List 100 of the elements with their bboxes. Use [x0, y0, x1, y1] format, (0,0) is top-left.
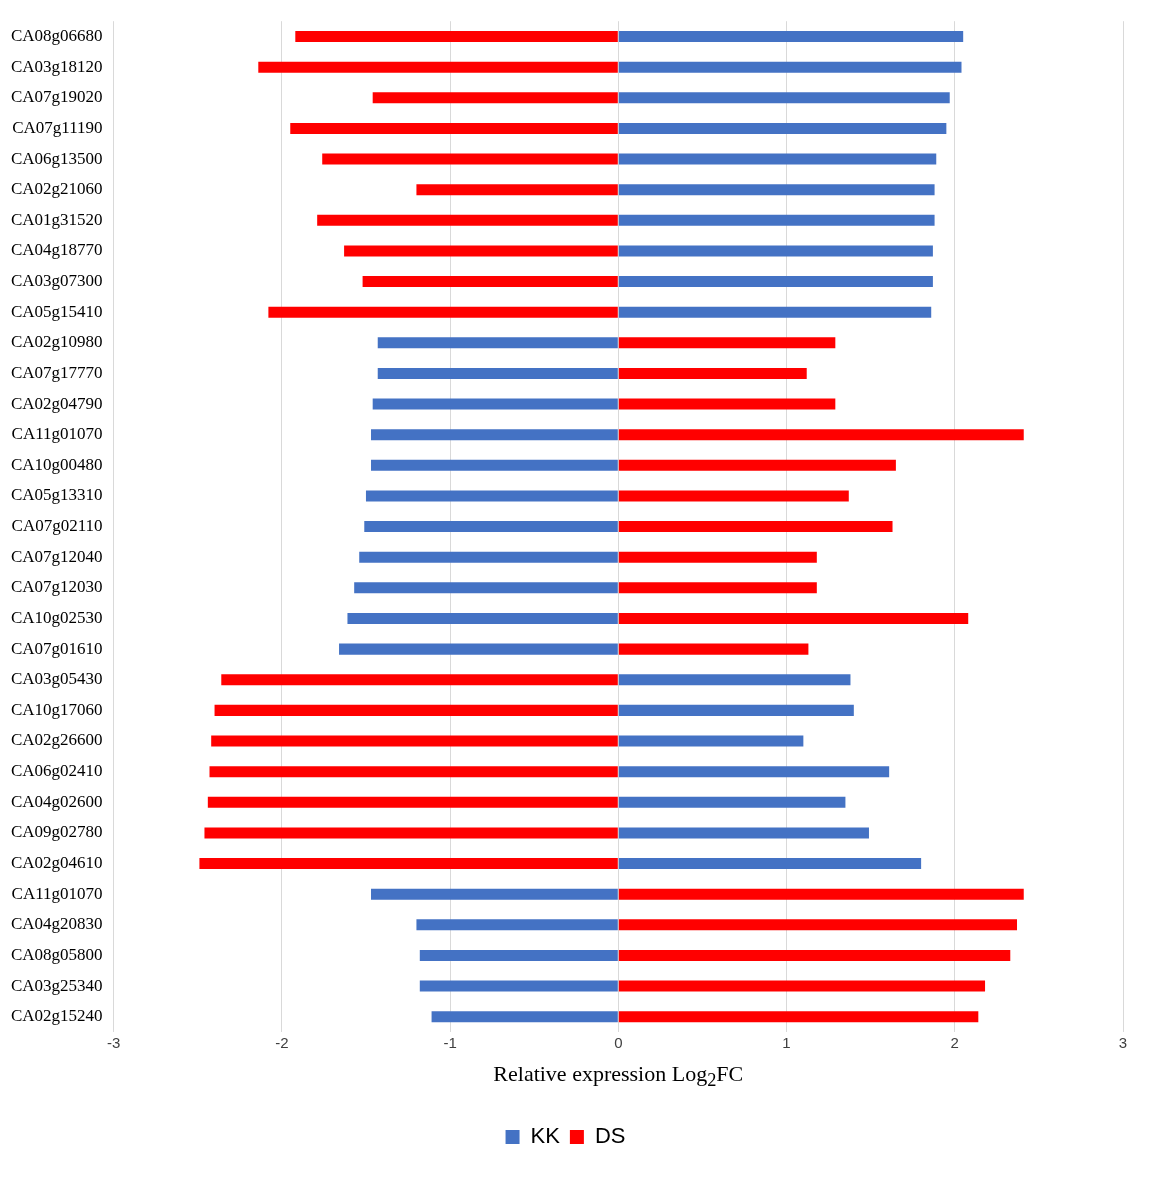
y-tick-label: CA02g21060 — [10, 179, 103, 199]
bar — [618, 398, 836, 410]
bar — [207, 796, 618, 808]
bar — [258, 61, 618, 73]
bar — [362, 276, 618, 288]
y-tick-label: CA02g26600 — [10, 730, 103, 750]
bar — [290, 122, 618, 134]
y-tick-label: CA06g02410 — [10, 761, 103, 781]
bar — [354, 582, 618, 594]
y-tick-label: CA03g07300 — [10, 271, 103, 291]
y-tick-label: CA08g05800 — [10, 944, 103, 964]
bar — [618, 490, 849, 502]
y-tick-label: CA02g04610 — [10, 853, 103, 872]
bar — [618, 735, 804, 747]
y-tick-label: CA02g10980 — [10, 332, 103, 352]
y-tick-label: CA02g15240 — [10, 1006, 103, 1026]
x-tick-label: -2 — [275, 1034, 289, 1052]
y-tick-label: CA03g25340 — [10, 975, 103, 995]
bar — [618, 858, 922, 870]
x-tick-label: 3 — [1118, 1034, 1128, 1052]
x-tick-label: -3 — [106, 1034, 121, 1052]
bar — [268, 306, 618, 318]
bar — [618, 92, 950, 104]
bar — [618, 1011, 979, 1023]
bar — [618, 888, 1024, 900]
bar — [618, 582, 817, 594]
bar — [618, 766, 890, 778]
y-tick-label: CA03g05430 — [10, 669, 103, 689]
y-tick-label: CA02g04790 — [10, 393, 103, 413]
y-tick-label: CA05g13310 — [10, 485, 103, 505]
y-tick-label: CA10g00480 — [10, 454, 103, 474]
bar — [419, 949, 618, 961]
bar — [618, 337, 836, 349]
y-tick-label: CA08g06680 — [10, 25, 103, 45]
bar — [618, 31, 964, 43]
bar — [339, 643, 618, 655]
bar — [618, 245, 933, 257]
y-tick-label: CA05g15410 — [10, 301, 103, 321]
bar — [209, 766, 618, 778]
x-tick-label: 2 — [950, 1034, 959, 1052]
bar — [618, 674, 851, 686]
bar — [618, 521, 893, 533]
y-tick-label: CA07g02110 — [11, 516, 103, 536]
bar — [199, 858, 618, 870]
y-tick-label: CA07g11190 — [12, 117, 103, 137]
bar — [618, 429, 1024, 441]
bar — [371, 888, 618, 900]
bar — [377, 367, 618, 379]
bar — [365, 490, 618, 502]
bar — [371, 429, 618, 441]
y-tick-label: CA04g02600 — [10, 791, 103, 811]
bar — [618, 612, 969, 624]
bar — [214, 704, 618, 716]
y-tick-label: CA06g13500 — [10, 148, 103, 168]
bar — [221, 674, 618, 686]
y-tick-label: CA09g02780 — [10, 822, 103, 842]
bar — [359, 551, 618, 563]
bar — [377, 337, 618, 349]
bar — [618, 919, 1018, 931]
legend-label: DS — [594, 1123, 626, 1149]
bar — [618, 153, 937, 165]
bar — [322, 153, 618, 165]
bar — [431, 1011, 618, 1023]
bar — [372, 92, 618, 104]
bar — [204, 827, 618, 839]
x-tick-label: 1 — [782, 1034, 791, 1052]
bar — [618, 980, 986, 992]
bar — [618, 214, 935, 226]
bar — [618, 367, 807, 379]
bar — [618, 459, 896, 471]
bar — [344, 245, 618, 257]
y-tick-label: CA11g01070 — [11, 883, 103, 903]
y-tick-label: CA07g01610 — [10, 638, 103, 658]
bar — [371, 459, 618, 471]
bar — [618, 704, 854, 716]
bar — [618, 184, 935, 196]
y-tick-label: CA01g31520 — [10, 209, 103, 229]
bar — [295, 31, 618, 43]
bar — [618, 61, 962, 73]
bar — [347, 612, 618, 624]
bar — [618, 949, 1011, 961]
bar — [618, 827, 869, 839]
x-tick-label: -1 — [443, 1034, 457, 1052]
y-tick-label: CA07g12030 — [10, 577, 103, 597]
bar — [419, 980, 618, 992]
bar — [211, 735, 618, 747]
bar — [618, 796, 846, 808]
bar — [618, 643, 809, 655]
y-tick-label: CA04g20830 — [10, 914, 103, 934]
bar — [618, 276, 933, 288]
x-tick-label: 0 — [614, 1034, 623, 1052]
bar — [416, 184, 618, 196]
bar — [618, 551, 817, 563]
legend-label: KK — [530, 1123, 561, 1149]
bar — [416, 919, 618, 931]
y-tick-label: CA03g18120 — [10, 56, 103, 76]
x-axis-title: Relative expression Log$_{2}$FC — [492, 1061, 745, 1092]
bar — [618, 122, 947, 134]
y-tick-label: CA07g19020 — [10, 87, 103, 107]
bar — [364, 521, 618, 533]
